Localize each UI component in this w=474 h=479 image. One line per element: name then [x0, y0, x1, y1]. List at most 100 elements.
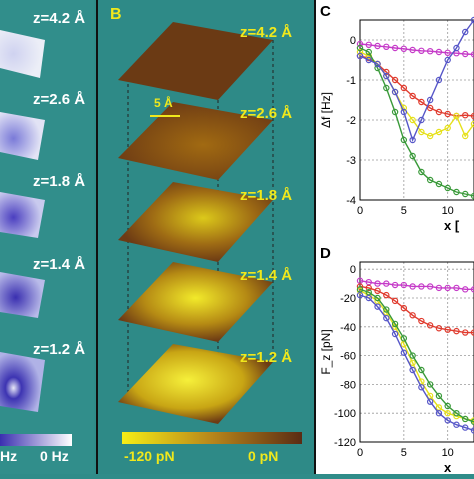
plot-frame-d — [359, 261, 474, 443]
data-point-d-0-7 — [418, 283, 425, 290]
data-point-d-0-5 — [400, 281, 408, 289]
data-point-c-4-1 — [365, 56, 372, 64]
data-point-d-4-3 — [383, 314, 390, 322]
data-point-c-0-3 — [383, 43, 390, 51]
data-point-d-1-12 — [462, 329, 469, 336]
data-point-c-0-4 — [391, 44, 399, 52]
data-point-d-4-9 — [435, 410, 443, 417]
data-point-d-1-4 — [391, 297, 399, 305]
data-point-c-4-4 — [391, 88, 399, 96]
z-label-a-4: z=1.4 Å — [33, 256, 86, 273]
data-point-d-0-3 — [383, 280, 390, 287]
data-point-c-4-0 — [356, 52, 364, 60]
data-point-c-3-7 — [418, 168, 425, 176]
data-point-d-0-11 — [453, 284, 460, 292]
data-point-c-1-8 — [426, 104, 434, 112]
data-point-d-2-6 — [409, 359, 416, 366]
data-point-c-4-11 — [453, 44, 460, 52]
data-point-c-3-5 — [400, 136, 408, 144]
surface-a-2 — [0, 112, 45, 160]
panel-letter-d: D — [320, 245, 331, 262]
data-point-c-0-0 — [356, 40, 364, 48]
z-label-b-4: z=1.4 Å — [240, 267, 293, 284]
data-point-c-4-8 — [426, 96, 434, 104]
series-line-d-0 — [359, 280, 474, 291]
data-point-d-4-12 — [462, 424, 469, 431]
data-point-d-1-8 — [426, 322, 434, 329]
data-point-d-4-10 — [444, 417, 451, 424]
data-point-d-3-9 — [435, 392, 443, 400]
data-point-d-3-5 — [400, 335, 408, 342]
data-point-c-2-9 — [435, 128, 443, 136]
z-label-a-5: z=1.2 Å — [33, 341, 86, 358]
x-axis-label-d: x — [444, 460, 452, 474]
data-point-c-0-6 — [409, 46, 416, 54]
colorbar-a-right-label: 0 Hz — [40, 448, 69, 464]
data-point-c-3-10 — [444, 184, 451, 192]
data-point-d-3-6 — [409, 352, 416, 359]
data-point-c-1-5 — [400, 84, 408, 92]
data-point-c-2-6 — [409, 116, 416, 124]
x-tick-label-c-0: 0 — [357, 205, 363, 217]
data-point-c-2-8 — [426, 132, 434, 140]
data-point-d-0-2 — [374, 280, 381, 287]
data-point-c-3-1 — [365, 48, 372, 56]
z-label-a-3: z=1.8 Å — [33, 173, 86, 190]
data-point-d-4-5 — [400, 349, 408, 356]
z-label-b-3: z=1.8 Å — [240, 187, 293, 204]
colorbar-b — [122, 432, 302, 444]
data-point-d-4-1 — [365, 294, 372, 302]
data-point-c-1-12 — [462, 111, 469, 119]
data-point-c-4-10 — [444, 56, 451, 64]
surface-b-3 — [118, 182, 273, 262]
data-point-c-4-7 — [418, 116, 425, 124]
z-label-b-1: z=4.2 Å — [240, 24, 293, 41]
z-label-a-1: z=4.2 Å — [33, 10, 86, 27]
data-point-c-1-6 — [409, 92, 416, 100]
data-point-c-2-10 — [444, 124, 451, 132]
data-point-d-1-0 — [356, 283, 364, 290]
data-point-c-0-8 — [426, 48, 434, 55]
y-tick-label-c-0: 0 — [350, 35, 356, 47]
data-point-c-3-3 — [383, 84, 390, 92]
data-point-c-0-1 — [365, 41, 372, 49]
data-point-d-4-2 — [374, 303, 381, 310]
data-point-d-1-7 — [418, 317, 425, 325]
scale-bar-label: 5 Å — [154, 96, 173, 110]
data-point-c-4-12 — [462, 28, 469, 36]
x-tick-label-d-1: 5 — [401, 447, 407, 459]
data-point-d-2-10 — [444, 410, 451, 417]
data-point-d-0-9 — [435, 284, 443, 292]
surface-a-4 — [0, 272, 45, 318]
data-point-d-4-4 — [391, 330, 399, 338]
x-tick-label-c-2: 10 — [442, 205, 454, 217]
data-point-c-2-11 — [453, 112, 460, 120]
data-point-c-3-12 — [462, 190, 469, 198]
data-point-c-1-7 — [418, 98, 425, 106]
data-point-c-0-10 — [444, 49, 451, 57]
data-point-d-0-12 — [462, 286, 469, 293]
y-tick-label-c-3: -3 — [346, 155, 356, 167]
data-point-d-3-7 — [418, 366, 425, 374]
data-point-d-1-3 — [383, 291, 390, 299]
data-point-c-4-3 — [383, 72, 390, 80]
data-point-c-0-12 — [462, 50, 469, 58]
series-line-d-1 — [359, 285, 474, 334]
series-line-c-2 — [359, 51, 474, 138]
panel-a-surfaces — [0, 30, 72, 446]
data-point-c-1-9 — [435, 108, 443, 116]
data-point-d-4-11 — [453, 421, 460, 428]
data-point-c-0-7 — [418, 47, 425, 55]
x-tick-label-d-0: 0 — [357, 447, 363, 459]
data-point-c-3-0 — [356, 44, 364, 52]
y-axis-label-d: F_z [pN] — [319, 329, 333, 374]
data-point-c-1-10 — [444, 110, 451, 118]
data-point-c-4-2 — [374, 60, 381, 68]
data-point-c-3-9 — [435, 180, 443, 188]
panel-c-d: C 0 5 10 0 -1 -2 -3 -4 Δf [Hz] x [D 0 5 10 0 -20 -40 -60 -… — [316, 0, 474, 475]
data-point-c-3-8 — [426, 176, 434, 184]
data-point-d-1-5 — [400, 304, 408, 312]
y-tick-label-c-1: -1 — [346, 75, 356, 87]
series-line-c-0 — [359, 43, 474, 56]
surface-b-5 — [118, 344, 273, 424]
